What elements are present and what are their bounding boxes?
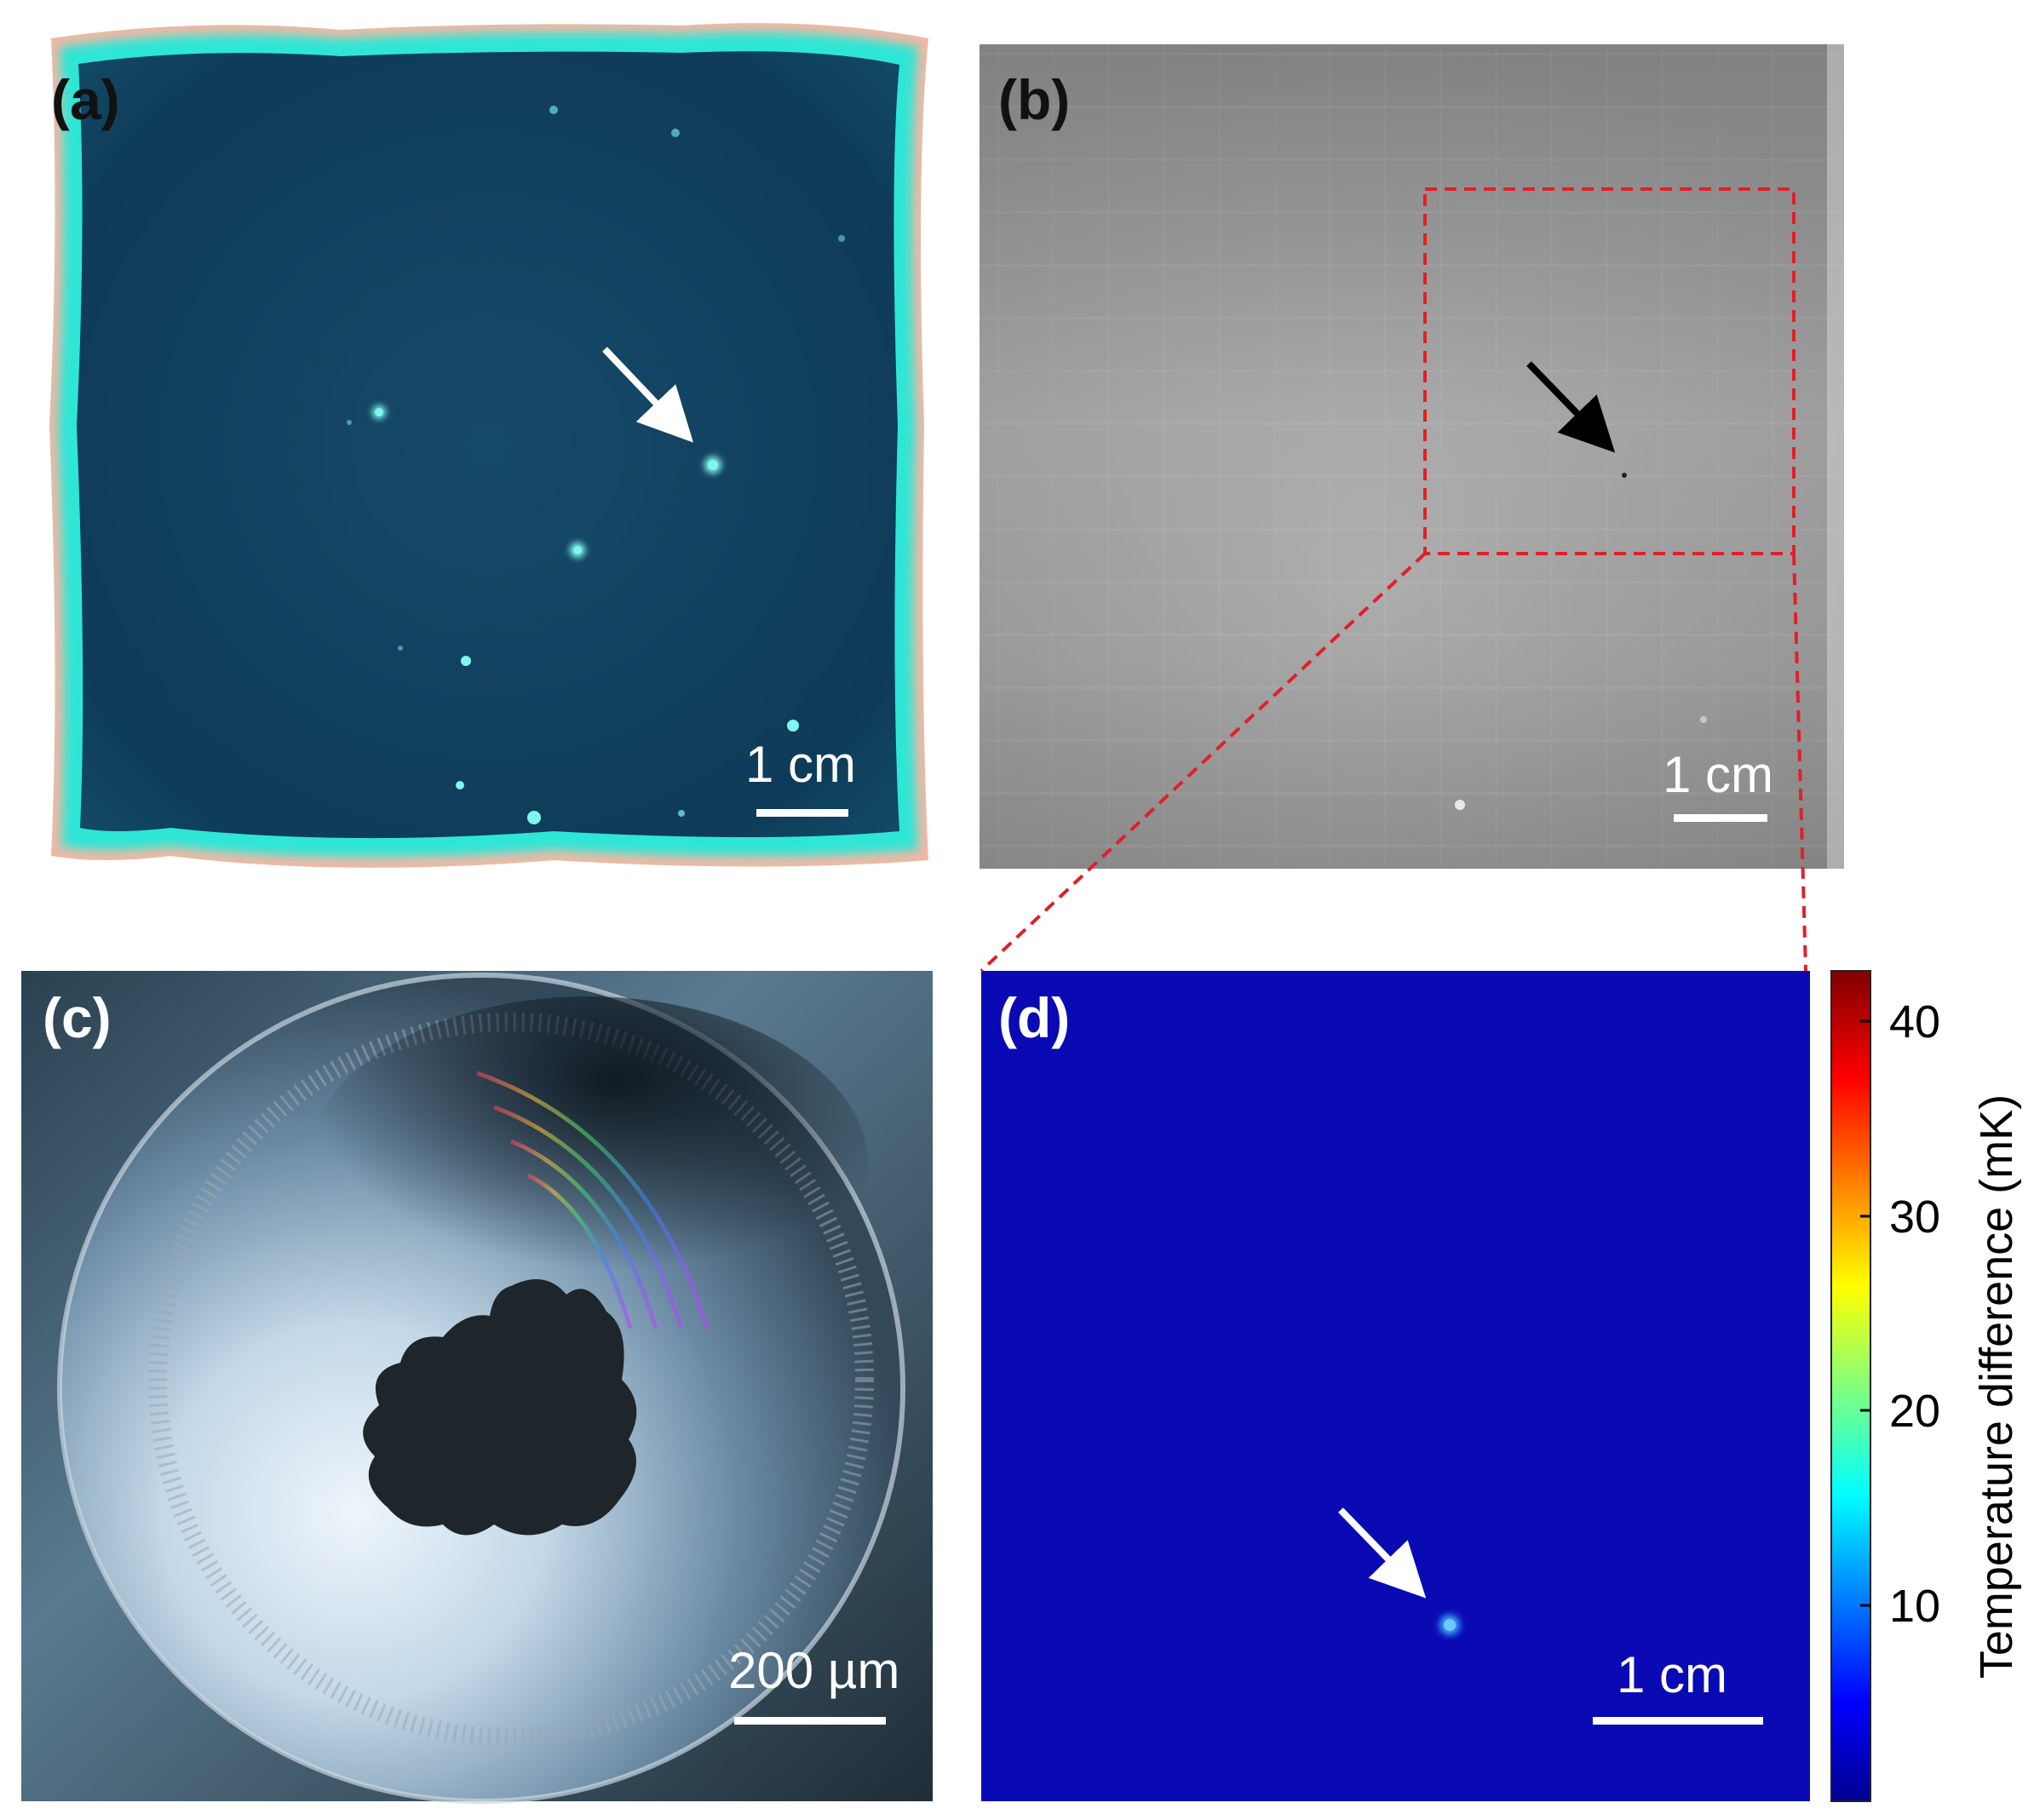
particle (527, 811, 541, 824)
particle (1700, 716, 1707, 723)
panel-d-label: (d) (998, 986, 1070, 1049)
panel-a-background (77, 51, 899, 839)
panel-b-right-edge (1827, 44, 1844, 869)
zoom-connectors (980, 552, 1807, 973)
colorbar-tick-label: 10 (1889, 1581, 1940, 1632)
colorbar-ticks (1860, 1019, 1870, 1607)
colorbar: 10 20 30 40 Temperature difference (mK) (1830, 970, 2022, 1802)
panel-c-aggregate (363, 1279, 637, 1536)
panel-b-zoom-box (1423, 187, 1796, 555)
panel-c-inner-ring (148, 1013, 874, 1747)
particle (1622, 473, 1627, 478)
zoom-connector-right (1792, 553, 1807, 972)
panel-d-image (981, 971, 1810, 1801)
panel-c-label: (c) (43, 986, 112, 1049)
panel-b: (b) 1 cm (980, 44, 1844, 869)
panel-d-scale-bar (1593, 1717, 1763, 1725)
panel-c-scale-bar-text: 200 µm (728, 1642, 899, 1699)
particle (671, 129, 680, 137)
panel-d: (d) 1 cm (981, 971, 1810, 1801)
colorbar-tick-label: 40 (1889, 996, 1940, 1048)
panel-b-label: (b) (998, 68, 1070, 131)
particle (787, 720, 799, 732)
panel-c-scale-bar (734, 1717, 886, 1725)
colorbar-tick-label: 30 (1889, 1191, 1940, 1243)
particle (456, 781, 464, 789)
panel-d-scale-bar-text: 1 cm (1617, 1646, 1727, 1703)
colorbar-gradient (1830, 970, 1871, 1802)
panel-c-droplet-rim (57, 973, 905, 1804)
panel-c: (c) 200 µm (21, 971, 933, 1804)
panel-a-arrow (602, 347, 694, 443)
zoom-connector-left (980, 552, 1427, 973)
particle (1455, 800, 1465, 810)
particle (838, 235, 845, 242)
particle (573, 546, 582, 554)
panel-a-scale-bar (756, 809, 848, 817)
panel-a: (a) 1 cm (49, 23, 928, 868)
panel-c-interference-fringes (476, 1071, 710, 1329)
particle (461, 656, 471, 666)
panel-a-label: (a) (51, 68, 120, 131)
particle (347, 420, 352, 425)
particle (678, 810, 685, 817)
particle (398, 646, 403, 651)
hot-spot (1444, 1619, 1456, 1631)
panel-d-arrow (1338, 1507, 1427, 1599)
colorbar-label: Temperature difference (mK) (1971, 1094, 2022, 1679)
panel-b-vignette (980, 44, 1844, 869)
panel-b-scale-bar (1674, 814, 1767, 822)
panel-a-particles (347, 106, 845, 824)
particle (708, 460, 718, 470)
particle (549, 106, 558, 114)
panel-b-scale-bar-text: 1 cm (1663, 746, 1773, 803)
colorbar-tick-label: 20 (1889, 1386, 1940, 1437)
particle (375, 408, 383, 416)
panel-b-arrow (1526, 361, 1616, 453)
panel-a-scale-bar-text: 1 cm (745, 736, 856, 793)
